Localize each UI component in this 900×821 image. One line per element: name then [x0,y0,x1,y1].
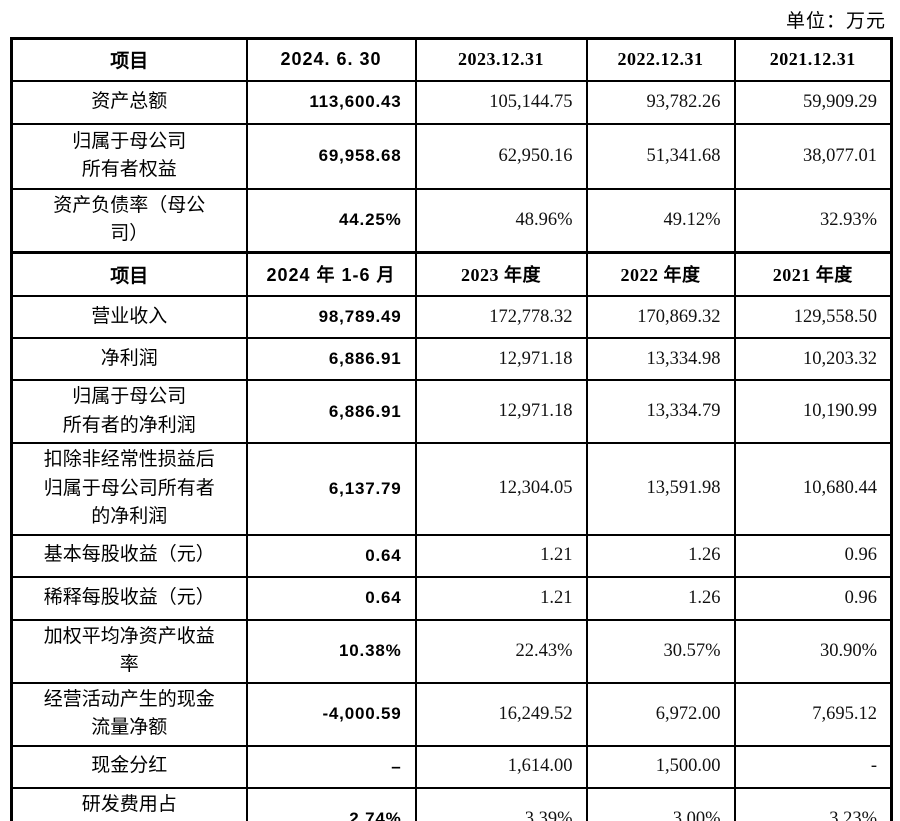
cell-value: 13,334.79 [585,379,736,444]
cell-value: 13,591.98 [585,442,736,536]
table-row-cash-dividend: 现金分红 – 1,614.00 1,500.00 - [10,744,893,789]
cell-value: 1,614.00 [414,744,588,789]
cell-value: 1.26 [585,533,736,578]
cell-value: 1.21 [414,533,588,578]
column-header-fy2022: 2022 年度 [585,250,736,297]
table-row-diluted-eps: 稀释每股收益（元） 0.64 1.21 1.26 0.96 [10,575,893,621]
cell-value: 3.23% [733,786,893,821]
cell-value: 1.21 [414,575,588,621]
cell-value: 59,909.29 [733,79,893,125]
table-row-debt-ratio: 资产负债率（母公 司） 44.25% 48.96% 49.12% 32.93% [10,187,893,253]
cell-value: 98,789.49 [245,295,417,339]
column-header-2024: 2024. 6. 30 [245,37,417,82]
cell-value: 129,558.50 [733,295,893,339]
cell-value: 113,600.43 [245,79,417,125]
table-row-weighted-roe: 加权平均净资产收益 率 10.38% 22.43% 30.57% 30.90% [10,618,893,684]
cell-value: - [733,744,893,789]
cell-value: 172,778.32 [414,295,588,339]
cell-value: 0.64 [245,533,417,578]
row-label: 现金分红 [10,744,248,789]
table-row-non-recurring-net-profit: 扣除非经常性损益后 归属于母公司所有者 的净利润 6,137.79 12,304… [10,442,893,536]
table-row-parent-net-profit: 归属于母公司 所有者的净利润 6,886.91 12,971.18 13,334… [10,379,893,444]
column-header-2021: 2021.12.31 [733,37,893,82]
column-header-fy2021: 2021 年度 [733,250,893,297]
cell-value: 10,203.32 [733,337,893,381]
cell-value: 12,971.18 [414,379,588,444]
cell-value: 1.26 [585,575,736,621]
cell-value: 0.64 [245,575,417,621]
cell-value: 38,077.01 [733,122,893,190]
header-row-income: 项目 2024 年 1-6 月 2023 年度 2022 年度 2021 年度 [10,250,893,297]
cell-value: 0.96 [733,533,893,578]
cell-value: 13,334.98 [585,337,736,381]
cell-value: 1,500.00 [585,744,736,789]
row-label: 归属于母公司 所有者权益 [10,122,248,190]
cell-value: 51,341.68 [585,122,736,190]
cell-value: 2.74% [245,786,417,821]
row-label: 扣除非经常性损益后 归属于母公司所有者 的净利润 [10,442,248,536]
cell-value: 6,972.00 [585,681,736,747]
cell-value: 12,971.18 [414,337,588,381]
cell-value: 62,950.16 [414,122,588,190]
row-label: 加权平均净资产收益 率 [10,618,248,684]
cell-value: 48.96% [414,187,588,253]
cell-value: 10.38% [245,618,417,684]
cell-value: 0.96 [733,575,893,621]
column-header-2022: 2022.12.31 [585,37,736,82]
row-label: 营业收入 [10,295,248,339]
row-label: 资产总额 [10,79,248,125]
cell-value: 170,869.32 [585,295,736,339]
cell-value: 12,304.05 [414,442,588,536]
cell-value: 30.57% [585,618,736,684]
cell-value: 6,886.91 [245,337,417,381]
table-row-rd-expense-ratio: 研发费用占 营业收入的比例 2.74% 3.39% 3.00% 3.23% [10,786,893,821]
cell-value: 32.93% [733,187,893,253]
table-row-parent-equity: 归属于母公司 所有者权益 69,958.68 62,950.16 51,341.… [10,122,893,190]
column-header-item: 项目 [10,37,248,82]
cell-value: 44.25% [245,187,417,253]
table-row-revenue: 营业收入 98,789.49 172,778.32 170,869.32 129… [10,295,893,339]
column-header-2023: 2023.12.31 [414,37,588,82]
cell-value: 30.90% [733,618,893,684]
header-row-balance: 项目 2024. 6. 30 2023.12.31 2022.12.31 202… [10,37,893,82]
table-row-basic-eps: 基本每股收益（元） 0.64 1.21 1.26 0.96 [10,533,893,578]
financial-summary-table: 项目 2024. 6. 30 2023.12.31 2022.12.31 202… [10,37,893,821]
cell-value: – [245,744,417,789]
cell-value: 7,695.12 [733,681,893,747]
column-header-item: 项目 [10,250,248,297]
cell-value: 69,958.68 [245,122,417,190]
cell-value: 6,137.79 [245,442,417,536]
cell-value: 10,190.99 [733,379,893,444]
column-header-fy2023: 2023 年度 [414,250,588,297]
cell-value: 3.39% [414,786,588,821]
row-label: 研发费用占 营业收入的比例 [10,786,248,821]
cell-value: 6,886.91 [245,379,417,444]
row-label: 稀释每股收益（元） [10,575,248,621]
cell-value: -4,000.59 [245,681,417,747]
cell-value: 16,249.52 [414,681,588,747]
cell-value: 3.00% [585,786,736,821]
cell-value: 10,680.44 [733,442,893,536]
row-label: 经营活动产生的现金 流量净额 [10,681,248,747]
row-label: 净利润 [10,337,248,381]
cell-value: 22.43% [414,618,588,684]
table-row-operating-cash-flow: 经营活动产生的现金 流量净额 -4,000.59 16,249.52 6,972… [10,681,893,747]
column-header-2024-h1: 2024 年 1-6 月 [245,250,417,297]
cell-value: 105,144.75 [414,79,588,125]
row-label: 基本每股收益（元） [10,533,248,578]
cell-value: 93,782.26 [585,79,736,125]
row-label: 资产负债率（母公 司） [10,187,248,253]
row-label: 归属于母公司 所有者的净利润 [10,379,248,444]
table-row-total-assets: 资产总额 113,600.43 105,144.75 93,782.26 59,… [10,79,893,125]
table-row-net-profit: 净利润 6,886.91 12,971.18 13,334.98 10,203.… [10,337,893,381]
unit-label: 单位：万元 [785,11,886,32]
cell-value: 49.12% [585,187,736,253]
